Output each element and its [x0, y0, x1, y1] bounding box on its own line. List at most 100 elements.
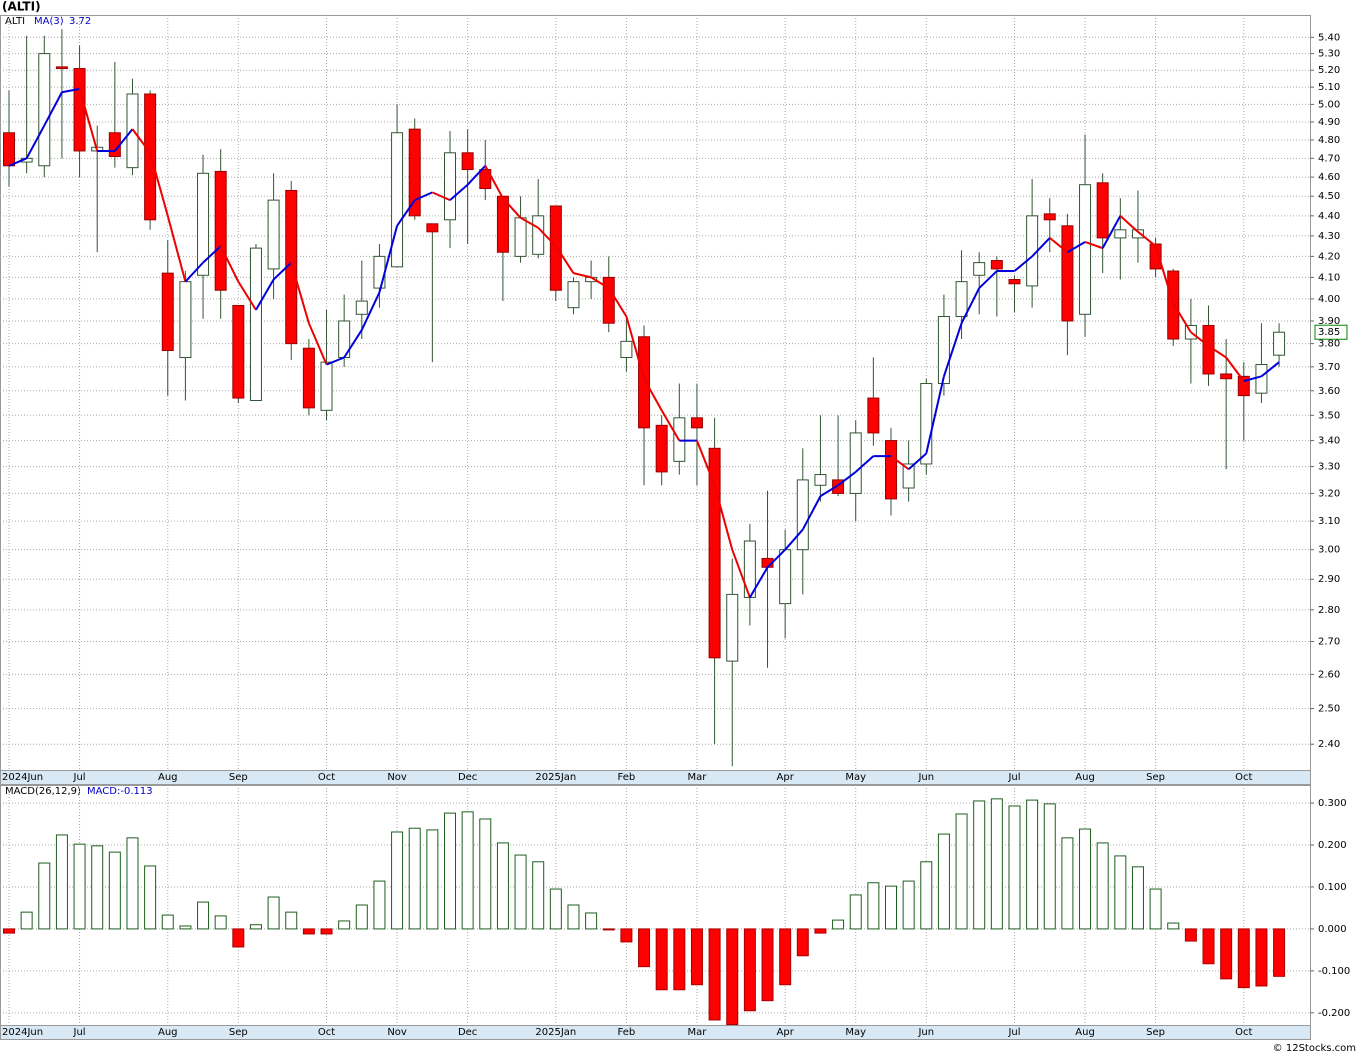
candle-body	[496, 195, 509, 253]
ma-segment	[1225, 356, 1245, 382]
macd-bar	[338, 920, 351, 930]
ma-segment	[713, 485, 734, 550]
macd-bar	[20, 911, 33, 930]
candle-body	[461, 152, 474, 171]
y-tick-label: 2.60	[1318, 669, 1340, 680]
candle-body	[479, 169, 492, 190]
y-tick-label: 5.30	[1318, 49, 1340, 60]
x-tick-label: Mar	[688, 772, 708, 783]
x-tick-label: Apr	[777, 1027, 795, 1038]
macd-bar	[937, 833, 950, 930]
ma-segment	[960, 287, 981, 324]
x-tick-label: Jul	[1007, 772, 1020, 783]
macd-bar	[973, 800, 986, 930]
macd-bar	[444, 812, 456, 930]
macd-bar	[1220, 928, 1233, 980]
macd-bar	[126, 837, 139, 930]
ma-segment	[307, 322, 328, 365]
candle-body	[849, 432, 862, 494]
x-tick-label: Aug	[158, 772, 178, 783]
macd-bar	[761, 928, 774, 1002]
ma-segment	[942, 322, 963, 377]
y-tick-label: 3.70	[1318, 362, 1340, 373]
y-tick-label: 0.000	[1318, 924, 1347, 935]
macd-bar	[1008, 805, 1021, 930]
macd-bar	[55, 834, 68, 930]
candle-body	[179, 281, 192, 358]
candle-body	[867, 397, 880, 434]
y-tick-label: 5.10	[1318, 82, 1340, 93]
y-tick-label: 0.200	[1318, 840, 1347, 851]
x-tick-label: Nov	[387, 1027, 407, 1038]
ma-segment	[1172, 302, 1192, 333]
candle-body	[726, 593, 739, 662]
ma-segment	[696, 440, 716, 486]
macd-bar	[391, 831, 404, 930]
candle-body	[161, 272, 174, 352]
candle-body	[549, 205, 562, 291]
ma-segment	[1207, 345, 1227, 359]
ma-segment	[166, 215, 187, 282]
macd-bar	[91, 845, 104, 930]
candle-body	[1043, 213, 1056, 221]
ma-segment	[431, 191, 451, 202]
y-tick-label: 0.100	[1318, 882, 1347, 893]
ma-segment	[625, 316, 646, 380]
candle-body	[937, 316, 950, 385]
x-tick-label: Aug	[1075, 1027, 1095, 1038]
ma-segment	[1084, 241, 1104, 250]
ma-segment	[731, 549, 751, 598]
y-tick-label: 4.70	[1318, 153, 1340, 164]
candle-body	[1220, 373, 1233, 380]
y-tick-label: 3.90	[1318, 316, 1340, 327]
macd-bar	[232, 928, 245, 948]
macd-bar	[73, 843, 86, 930]
y-tick-label: 4.80	[1318, 135, 1340, 146]
macd-bar	[726, 928, 739, 1026]
macd-bar	[1131, 866, 1144, 930]
ma-segment	[607, 287, 628, 318]
x-tick-label: Feb	[618, 772, 636, 783]
ma-segment	[290, 262, 310, 324]
y-tick-label: 4.00	[1318, 294, 1340, 305]
macd-bar	[479, 818, 492, 930]
legend-symbol: ALTI	[5, 16, 25, 27]
macd-bar	[1184, 928, 1197, 942]
candle-body	[1061, 225, 1074, 322]
ma-segment	[360, 291, 381, 331]
y-tick-label: 2.70	[1318, 637, 1340, 648]
ma-segment	[643, 378, 663, 411]
ma-segment	[1260, 361, 1280, 378]
candle-body	[638, 336, 651, 429]
macd-bar	[708, 928, 721, 1021]
macd-bar	[249, 924, 262, 930]
ma-segment	[978, 270, 998, 289]
macd-bar	[461, 811, 474, 930]
ma-segment	[149, 152, 169, 217]
macd-bar	[1273, 928, 1286, 977]
macd-bar	[832, 919, 845, 930]
macd-bar	[602, 928, 615, 931]
x-tick-label: Jul	[1007, 1027, 1020, 1038]
y-tick-label: 5.20	[1318, 65, 1340, 76]
macd-bar	[373, 880, 386, 930]
macd-bar	[1255, 928, 1268, 987]
x-tick-label: Oct	[1235, 1027, 1252, 1038]
x-tick-label: Dec	[458, 772, 477, 783]
x-tick-label: Sep	[229, 772, 248, 783]
macd-bar	[1202, 928, 1215, 965]
y-tick-label: 2.50	[1318, 704, 1340, 715]
ma-segment	[1137, 231, 1157, 247]
x-tick-label: Nov	[387, 772, 407, 783]
ma-segment	[784, 528, 804, 551]
ma-segment	[925, 376, 945, 454]
candle-body	[144, 93, 157, 221]
candle-body	[197, 172, 210, 276]
candle-body	[126, 93, 139, 169]
candle-body	[55, 66, 68, 70]
x-tick-label: Sep	[1146, 772, 1165, 783]
macd-bar	[567, 904, 580, 930]
macd-bar	[1061, 837, 1074, 930]
y-tick-label: 3.80	[1318, 339, 1340, 350]
